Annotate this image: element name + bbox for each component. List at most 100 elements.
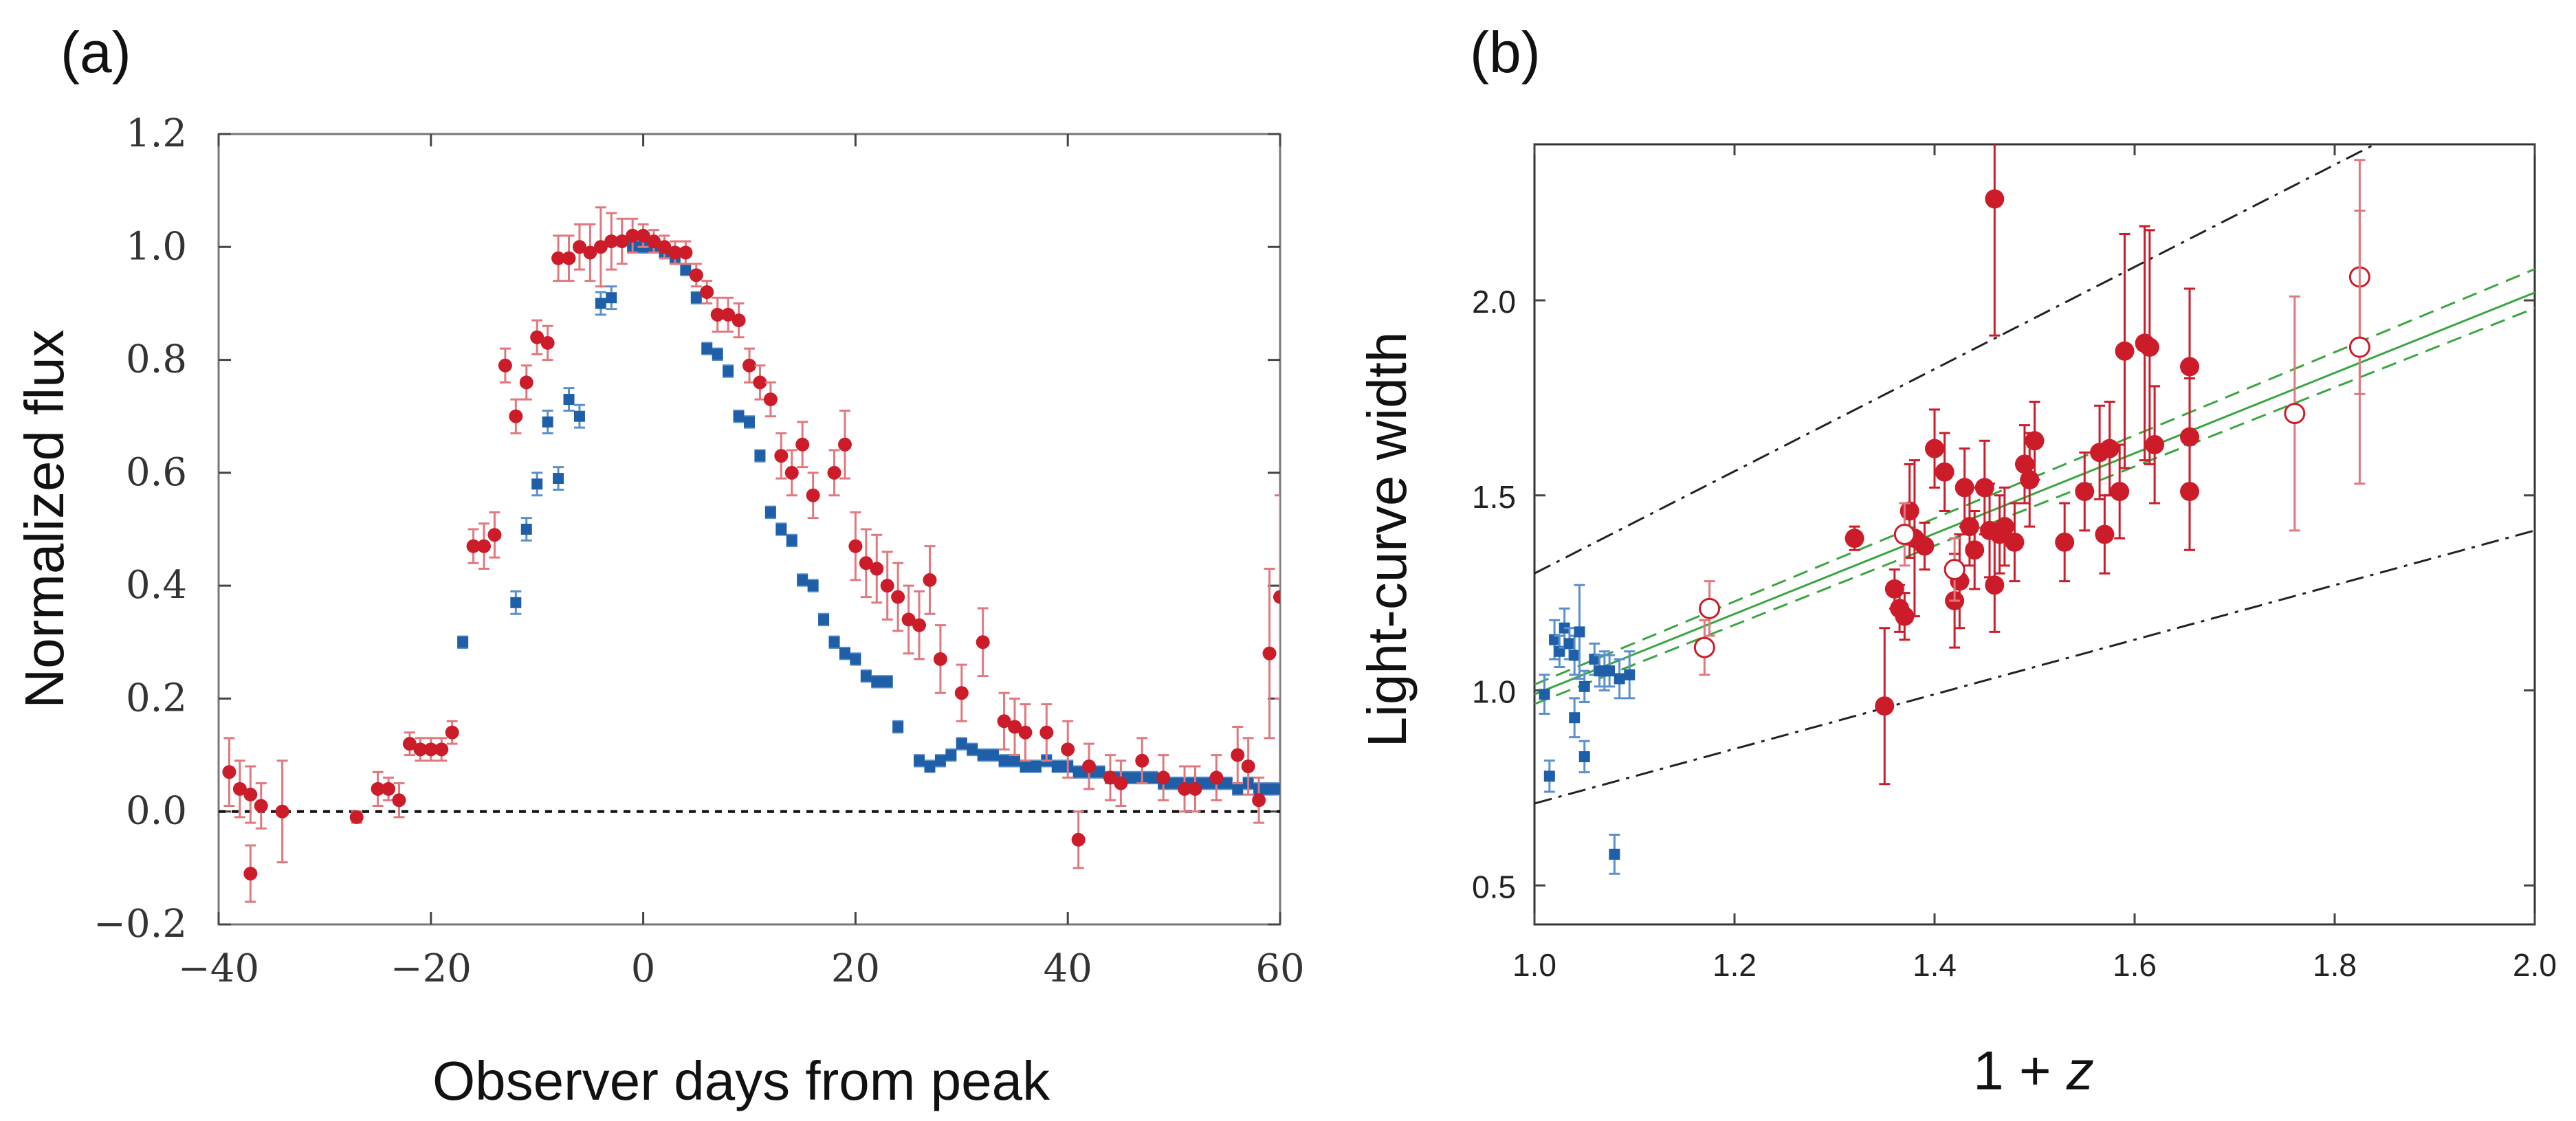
data-point [402, 737, 417, 751]
data-point [626, 228, 640, 243]
y-tick-label: 1.5 [1472, 479, 1516, 515]
data-point [945, 749, 957, 761]
data-point [1699, 597, 1721, 619]
data-point [997, 714, 1011, 729]
data-point [1178, 781, 1192, 796]
y-tick-label: 0.6 [126, 450, 187, 495]
data-point [1539, 689, 1550, 700]
data-point [2180, 357, 2200, 377]
data-point [1071, 832, 1086, 847]
y-tick-label: 2.0 [1472, 284, 1516, 320]
data-point [1895, 606, 1915, 626]
data-point [275, 804, 289, 819]
data-point [498, 358, 512, 373]
data-point [2180, 482, 2200, 502]
fit-lower-line [1534, 307, 2535, 705]
data-point [775, 524, 787, 535]
data-point [1614, 673, 1625, 685]
data-point [850, 653, 861, 665]
data-point [976, 635, 990, 650]
data-point [413, 742, 428, 757]
data-point [349, 810, 364, 824]
data-point [477, 539, 491, 553]
data-point [967, 744, 978, 755]
data-point [1693, 636, 1715, 658]
x-tick-label: 20 [831, 946, 880, 991]
data-point [923, 573, 937, 587]
data-point [604, 234, 619, 249]
data-point [2075, 482, 2095, 502]
data-point [744, 416, 755, 428]
data-point [1262, 646, 1277, 661]
data-point [1965, 540, 1985, 560]
y-tick-label: 0.4 [126, 563, 187, 608]
data-point [1018, 725, 1033, 740]
x-tick-label: 2.0 [2513, 947, 2557, 983]
data-point [837, 437, 852, 452]
data-point [1624, 669, 1636, 680]
data-point [1604, 665, 1616, 677]
x-axis-title: 1 + z [1973, 1040, 2094, 1101]
data-point [806, 488, 820, 502]
data-point [2348, 336, 2370, 358]
data-point [1273, 590, 1280, 604]
y-tick-label: 0.2 [126, 676, 187, 720]
data-point [519, 375, 533, 390]
blue-squares-series [457, 240, 1280, 796]
data-point [807, 580, 819, 592]
data-point [784, 465, 799, 480]
data-point [1200, 777, 1211, 789]
x-tick-label: 1.6 [2113, 947, 2157, 983]
data-point [2115, 341, 2135, 361]
lower-bound-line [1534, 529, 2535, 805]
y-axis-title: Normalized flux [14, 329, 75, 708]
data-point [542, 416, 553, 428]
x-axis-title: Observer days from peak [432, 1050, 1050, 1111]
data-point [392, 793, 406, 808]
data-point [510, 597, 522, 608]
data-point [731, 313, 746, 328]
data-point [848, 539, 863, 553]
data-point [595, 298, 606, 309]
y-tick-label: 1.0 [1472, 674, 1516, 710]
data-point [1563, 638, 1575, 650]
data-point [818, 614, 830, 625]
data-point [859, 556, 873, 570]
panel-label: (a) [60, 20, 131, 85]
data-point [839, 647, 850, 659]
data-point [998, 755, 1010, 766]
data-point [531, 478, 543, 490]
data-point [423, 742, 438, 757]
red-open-circles-series [1693, 159, 2370, 676]
data-point [912, 618, 927, 632]
data-point [954, 686, 969, 700]
data-point [764, 507, 776, 518]
data-point [1252, 793, 1266, 808]
data-point [530, 330, 544, 344]
x-axis-title-italic: z [2066, 1040, 2094, 1101]
data-point [657, 240, 672, 254]
y-tick-label: 1.2 [126, 111, 187, 156]
data-point [434, 742, 449, 757]
data-point [254, 799, 268, 813]
data-point [553, 473, 564, 485]
data-point [1974, 478, 1994, 498]
data-point [1543, 770, 1555, 782]
data-point [1156, 770, 1171, 785]
x-tick-label: −20 [390, 946, 472, 991]
data-point [1935, 462, 1955, 482]
data-point [1554, 645, 1565, 657]
data-point [891, 590, 905, 604]
x-tick-label: 60 [1255, 946, 1304, 991]
data-point [1039, 725, 1054, 740]
data-point [680, 264, 692, 276]
data-point [1569, 712, 1581, 724]
data-point [457, 636, 469, 648]
y-tick-label: 1.0 [126, 224, 187, 269]
data-point [1072, 766, 1084, 778]
data-point [689, 268, 703, 282]
data-point [1264, 783, 1275, 795]
data-point [1020, 761, 1031, 772]
data-point [1915, 536, 1935, 556]
